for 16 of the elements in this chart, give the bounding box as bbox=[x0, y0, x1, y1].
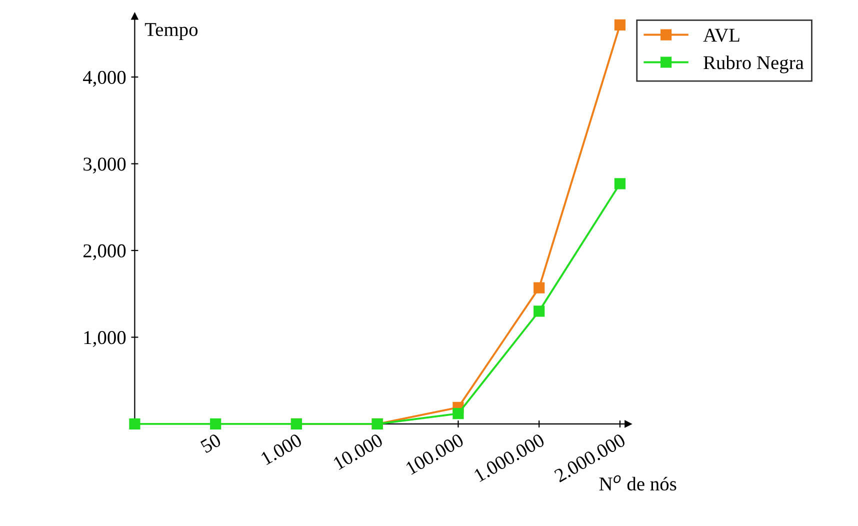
point bbox=[129, 418, 140, 430]
point bbox=[614, 178, 626, 190]
legend-label: AVL bbox=[703, 28, 740, 42]
x-tick-label: 1.000 bbox=[260, 433, 303, 466]
y-axis-title: Tempo bbox=[144, 23, 198, 40]
y-tick-label: 3,000 bbox=[84, 158, 126, 174]
legend-label: Rubro Negra bbox=[704, 56, 804, 74]
y-tick-label: 2,000 bbox=[83, 244, 126, 260]
point bbox=[614, 19, 626, 31]
y-tick-label: 1,000 bbox=[84, 331, 126, 347]
point bbox=[210, 418, 222, 430]
point bbox=[534, 306, 545, 317]
x-tick-label: 50 bbox=[200, 433, 222, 454]
y-tick-label: 4,000 bbox=[83, 70, 126, 87]
point bbox=[534, 282, 545, 294]
point bbox=[452, 408, 464, 420]
